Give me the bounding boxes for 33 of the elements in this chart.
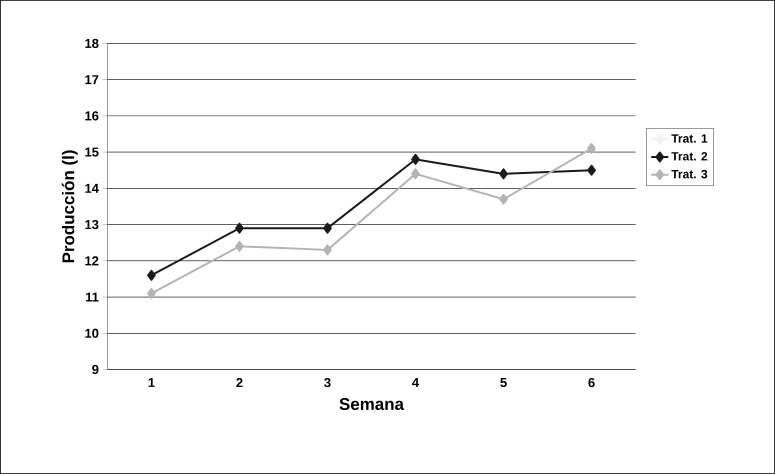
point	[235, 222, 244, 234]
y-tick-label: 12	[85, 256, 98, 266]
y-tick-label: 15	[85, 148, 99, 157]
point	[147, 270, 156, 281]
y-tick-label: 14	[85, 184, 99, 193]
legend-label: Trat. 2	[671, 152, 708, 161]
y-tick-label: 9	[92, 364, 98, 374]
point	[411, 168, 420, 180]
x-tick-label: 2	[236, 378, 243, 388]
point	[499, 168, 508, 180]
point	[323, 244, 332, 256]
y-tick-label: 13	[85, 220, 98, 230]
y-tick-label: 16	[85, 111, 98, 120]
x-tick-label: 5	[500, 378, 507, 388]
point	[323, 222, 332, 234]
x-tick-label: 1	[148, 378, 155, 387]
point	[587, 164, 596, 176]
legend-label: Trat. 1	[671, 134, 708, 143]
y-tick-label: 10	[85, 328, 98, 338]
x-tick-label: 4	[412, 378, 420, 387]
y-tick-label: 18	[85, 38, 99, 48]
x-axis-title: Semana	[339, 398, 404, 410]
x-tick-label: 6	[588, 378, 595, 388]
point	[499, 194, 508, 205]
x-tick-label: 3	[324, 378, 331, 388]
y-tick-label: 17	[85, 75, 98, 84]
legend-label: Trat. 3	[671, 170, 708, 178]
point	[411, 154, 420, 165]
y-tick-label: 11	[86, 292, 99, 302]
point	[587, 143, 596, 154]
point	[147, 288, 156, 299]
y-axis-title: Producción (l)	[62, 150, 78, 262]
point	[235, 240, 244, 252]
